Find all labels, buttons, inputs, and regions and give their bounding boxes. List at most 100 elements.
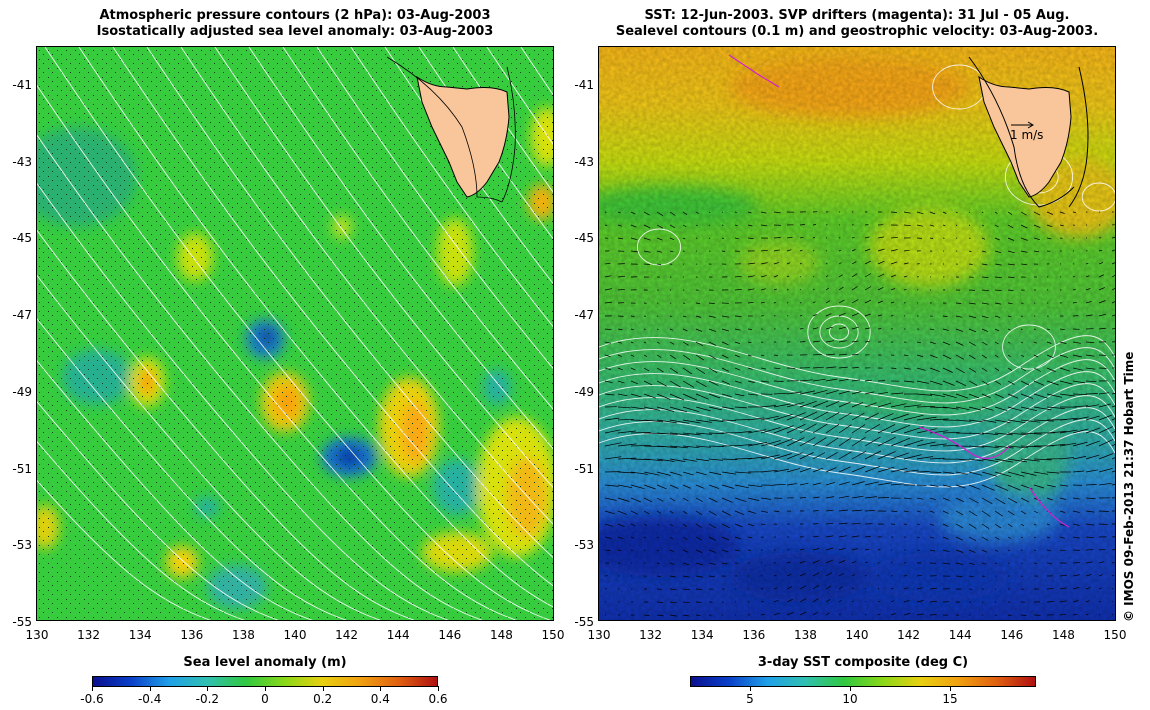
velocity-vector (708, 315, 716, 318)
velocity-vector (1020, 549, 1023, 551)
velocity-vector (1007, 276, 1015, 278)
velocity-vector (825, 400, 840, 408)
velocity-vector (773, 302, 777, 304)
velocity-vector (1046, 471, 1060, 474)
velocity-vector (617, 211, 621, 214)
velocity-vector (682, 484, 691, 489)
velocity-vector (864, 412, 879, 421)
velocity-vector (669, 497, 676, 502)
velocity-vector (877, 600, 880, 603)
velocity-vector (630, 536, 635, 539)
left-title-line2: Isostatically adjusted sea level anomaly… (96, 24, 494, 39)
velocity-vector (955, 562, 963, 565)
velocity-vector (981, 211, 984, 214)
velocity-vector (630, 211, 636, 215)
velocity-vector (903, 600, 910, 603)
velocity-vector (812, 437, 827, 447)
velocity-vector (721, 406, 734, 410)
velocity-vector (682, 458, 697, 462)
velocity-vector (1085, 600, 1090, 603)
velocity-vector (708, 458, 723, 461)
velocity-vector (812, 411, 829, 421)
velocity-vector (773, 403, 791, 408)
velocity-vector (695, 380, 707, 388)
velocity-vector (1111, 601, 1114, 603)
velocity-vector (981, 445, 999, 449)
right-x-tick: 132 (639, 628, 663, 642)
velocity-vector (838, 560, 845, 564)
left-colorbar-tick-mark (265, 686, 266, 691)
velocity-vector (773, 453, 792, 460)
right-colorbar-tick-mark (750, 686, 751, 691)
velocity-vector (669, 406, 688, 413)
velocity-vector (968, 406, 982, 411)
velocity-vector (968, 575, 974, 578)
right-map[interactable]: 1 m/s (598, 46, 1116, 621)
pressure-contour-line (452, 47, 553, 193)
pressure-contour-line (214, 47, 553, 488)
left-map[interactable] (36, 46, 554, 621)
velocity-vector (604, 367, 612, 371)
velocity-vector (799, 249, 803, 252)
velocity-vector (825, 599, 831, 603)
right-velocity-vectors (604, 211, 1115, 617)
velocity-vector (682, 575, 690, 578)
velocity-vector (877, 497, 890, 499)
velocity-vector (812, 327, 819, 330)
velocity-vector (955, 510, 964, 516)
sealevel-contour-line (599, 371, 1115, 428)
velocity-vector (1059, 600, 1067, 603)
velocity-vector (1098, 574, 1103, 577)
velocity-vector (864, 273, 872, 278)
left-colorbar-tick: -0.2 (195, 692, 220, 706)
velocity-vector (942, 444, 959, 447)
pressure-contour-line (37, 134, 483, 620)
velocity-vector (773, 262, 780, 265)
velocity-vector (695, 328, 703, 332)
velocity-vector (1007, 549, 1010, 552)
velocity-vector (747, 484, 763, 488)
velocity-vector (656, 497, 664, 502)
velocity-vector (981, 523, 990, 529)
velocity-vector (929, 510, 935, 513)
velocity-vector (1072, 380, 1085, 384)
velocity-vector (1046, 588, 1054, 590)
velocity-vector (1085, 523, 1095, 526)
velocity-vector (851, 587, 855, 590)
velocity-vector (1033, 211, 1041, 216)
velocity-vector (1111, 328, 1115, 330)
velocity-vector (1007, 380, 1015, 385)
velocity-vector (656, 575, 661, 577)
velocity-vector (786, 262, 791, 265)
velocity-vector (994, 471, 1012, 477)
velocity-vector (656, 419, 677, 424)
velocity-vector (968, 250, 972, 252)
velocity-vector (1007, 211, 1013, 215)
velocity-vector (1098, 523, 1108, 525)
velocity-vector (955, 354, 964, 360)
velocity-vector (1007, 484, 1021, 491)
velocity-vector (851, 273, 858, 278)
velocity-vector (916, 613, 924, 616)
velocity-vector (1072, 574, 1080, 577)
velocity-vector (1007, 497, 1018, 504)
velocity-vector (825, 535, 834, 538)
velocity-vector (955, 328, 964, 332)
velocity-vector (643, 510, 650, 515)
velocity-vector (747, 262, 755, 265)
velocity-vector (1033, 341, 1037, 344)
velocity-vector (1007, 367, 1013, 371)
pressure-contour-line (37, 274, 381, 620)
velocity-vector (1098, 287, 1105, 291)
velocity-vector (1020, 224, 1028, 229)
left-x-tick: 130 (25, 628, 49, 642)
velocity-vector (1111, 380, 1115, 382)
velocity-vector (643, 406, 660, 411)
velocity-vector (643, 211, 650, 216)
velocity-vector (981, 289, 989, 292)
velocity-vector (955, 393, 968, 399)
pressure-contour-line (282, 47, 553, 410)
velocity-vector (760, 469, 778, 473)
velocity-vector (877, 613, 881, 616)
velocity-vector (708, 562, 716, 565)
